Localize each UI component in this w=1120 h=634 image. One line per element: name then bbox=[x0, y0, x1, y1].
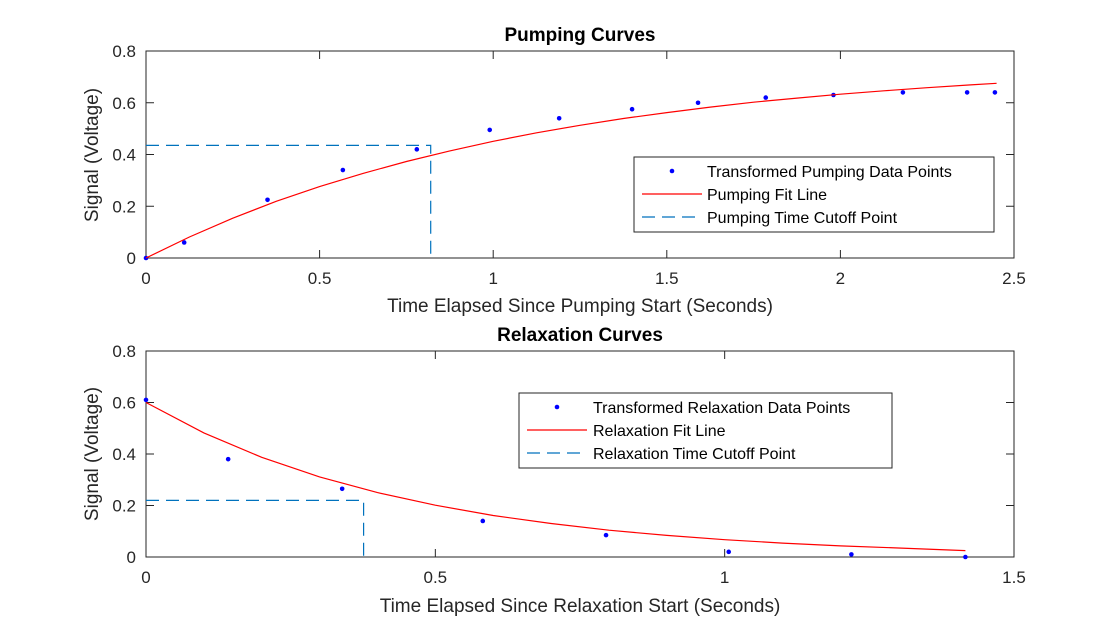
pumping-x-tick-label: 0 bbox=[141, 269, 150, 288]
pumping-x-tick-label: 2 bbox=[836, 269, 845, 288]
relaxation-fit-line bbox=[145, 401, 966, 552]
pumping-data-point bbox=[340, 167, 346, 173]
pumping-data-point bbox=[763, 95, 769, 100]
pumping-x-axis-label: Time Elapsed Since Pumping Start (Second… bbox=[387, 296, 773, 317]
pumping-x-tick-label: 1.5 bbox=[655, 269, 679, 288]
pumping-data-point bbox=[414, 147, 420, 152]
pumping-legend: Transformed Pumping Data Points Pumping … bbox=[633, 156, 995, 233]
relaxation-data-point bbox=[143, 397, 149, 403]
pumping-data-point bbox=[629, 106, 635, 112]
relaxation-legend: Transformed Relaxation Data Points Relax… bbox=[518, 392, 893, 469]
relaxation-y-tick-label: 0.6 bbox=[112, 394, 136, 413]
pumping-y-tick-label: 0 bbox=[127, 249, 136, 268]
relaxation-legend-item-data-points: Transformed Relaxation Data Points bbox=[593, 400, 850, 417]
relaxation-x-tick-label: 0 bbox=[141, 568, 150, 587]
relaxation-data-point bbox=[225, 456, 231, 462]
pumping-data-point bbox=[695, 100, 701, 106]
pumping-x-tick-label: 0.5 bbox=[308, 269, 332, 288]
pumping-y-tick-label: 0.8 bbox=[112, 42, 136, 61]
pumping-data-point bbox=[556, 115, 562, 121]
relaxation-y-tick-label: 0.4 bbox=[112, 445, 136, 464]
pumping-y-tick-label: 0.4 bbox=[112, 146, 136, 165]
relaxation-chart: Relaxation Curves 0 0.5 1 1.500.20.40.60.8 … bbox=[82, 325, 1026, 617]
pumping-data-point bbox=[992, 90, 998, 95]
relaxation-legend-marker bbox=[554, 404, 560, 410]
relaxation-data-point bbox=[480, 518, 486, 524]
pumping-y-axis-label: Signal (Voltage) bbox=[82, 88, 103, 222]
pumping-data-point bbox=[487, 127, 493, 133]
relaxation-data-point bbox=[603, 532, 609, 538]
relaxation-x-tick-label: 1.5 bbox=[1002, 568, 1026, 587]
pumping-data-point bbox=[265, 197, 270, 203]
relaxation-data-point bbox=[339, 486, 345, 492]
pumping-legend-marker bbox=[669, 168, 675, 174]
relaxation-data-point bbox=[726, 549, 732, 555]
pumping-chart-title: Pumping Curves bbox=[505, 25, 656, 46]
relaxation-legend-item-fit-line: Relaxation Fit Line bbox=[593, 423, 726, 440]
relaxation-chart-title: Relaxation Curves bbox=[497, 325, 663, 346]
pumping-x-tick-label: 1 bbox=[488, 269, 497, 288]
pumping-y-tick-label: 0.2 bbox=[112, 197, 136, 216]
relaxation-y-tick-label: 0.2 bbox=[112, 497, 136, 516]
relaxation-y-axis-label: Signal (Voltage) bbox=[82, 387, 103, 521]
pumping-cutoff-line bbox=[146, 144, 432, 258]
relaxation-data-point bbox=[849, 552, 854, 557]
pumping-chart: Pumping Curves 0 0.5 1 1.5 2 2.5 0 0.2 0.4 0.6 0.8… bbox=[82, 25, 1026, 317]
pumping-fit-line bbox=[145, 82, 997, 259]
pumping-legend-item-cutoff: Pumping Time Cutoff Point bbox=[707, 210, 898, 227]
relaxation-legend-item-cutoff: Relaxation Time Cutoff Point bbox=[593, 446, 796, 463]
pumping-y-tick-label: 0.6 bbox=[112, 94, 136, 113]
pumping-plot-area: 0 0.5 1 1.5 2 2.5 0 0.2 0.4 0.6 0.8 bbox=[112, 42, 1025, 288]
pumping-legend-item-fit-line: Pumping Fit Line bbox=[707, 187, 827, 204]
pumping-x-tick-label: 2.5 bbox=[1002, 269, 1026, 288]
pumping-legend-item-data-points: Transformed Pumping Data Points bbox=[707, 164, 952, 181]
pumping-data-point bbox=[964, 90, 970, 95]
relaxation-y-tick-label: 0.8 bbox=[112, 342, 136, 361]
relaxation-x-tick-label: 1 bbox=[720, 568, 729, 587]
pumping-data-point bbox=[181, 240, 187, 245]
pumping-data-point bbox=[900, 90, 906, 95]
relaxation-y-tick-label: 0 bbox=[127, 548, 136, 567]
relaxation-x-tick-label: 0.5 bbox=[424, 568, 448, 587]
relaxation-cutoff-line bbox=[146, 499, 365, 557]
relaxation-data-point bbox=[963, 554, 968, 560]
relaxation-x-axis-label: Time Elapsed Since Relaxation Start (Sec… bbox=[380, 596, 781, 617]
